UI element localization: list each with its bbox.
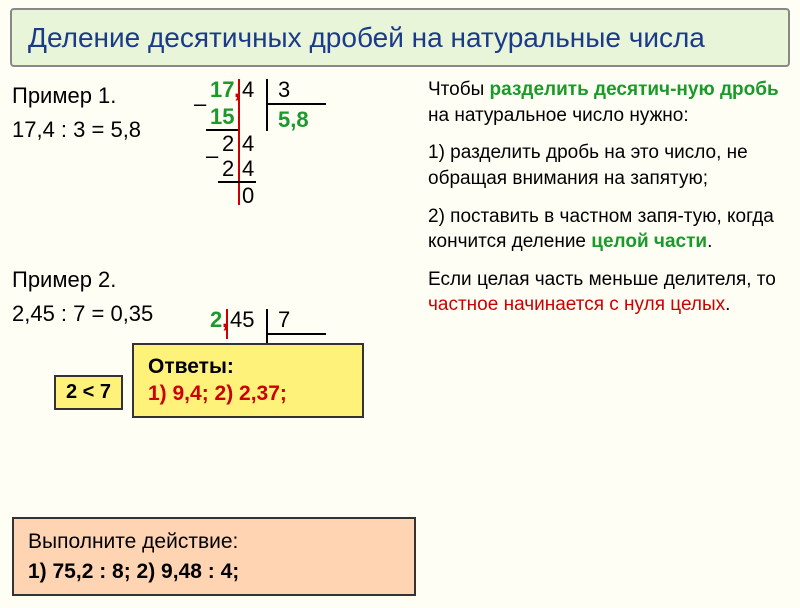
ld1-rem1a: 2 <box>222 131 234 157</box>
ld1-dividend-frac: 4 <box>242 77 254 103</box>
ld1-hline <box>266 103 326 105</box>
rule-3c: . <box>725 294 730 315</box>
ld1-sub2a: 2 <box>222 156 234 182</box>
ld1-rem1b: 4 <box>242 131 254 157</box>
ld1-minus2: – <box>206 143 218 169</box>
ld1-final: 0 <box>242 183 254 209</box>
compare-box: 2 < 7 <box>54 375 123 410</box>
rules-column: Чтобы разделить десятич-ную дробь на нат… <box>428 77 788 335</box>
example2-label: Пример 2. <box>12 267 412 293</box>
ld1-sub1: 15 <box>210 104 234 130</box>
ld2-dividend-frac: 45 <box>230 307 254 333</box>
answers-line: 1) 9,4; 2) 2,37; <box>148 380 348 407</box>
task-box: Выполните действие: 1) 75,2 : 8; 2) 9,48… <box>12 517 416 596</box>
task-title: Выполните действие: <box>28 527 400 556</box>
rule-2c: . <box>707 231 712 252</box>
rule-intro-a: Чтобы <box>428 79 490 100</box>
ld1-divisor: 3 <box>278 77 290 103</box>
answers-title: Ответы: <box>148 353 348 380</box>
rule-3: Если целая часть меньше делителя, то час… <box>428 267 788 318</box>
rule-3b: частное начинается с нуля целых <box>428 294 725 315</box>
ld1-quotient: 5,8 <box>278 107 309 133</box>
answers-box: Ответы: 1) 9,4; 2) 2,37; <box>132 343 364 418</box>
rule-intro-b: разделить десятич-ную дробь <box>490 79 779 100</box>
ld1-minus1: – <box>194 91 206 117</box>
ld1-sub2b: 4 <box>242 156 254 182</box>
page-title: Деление десятичных дробей на натуральные… <box>28 20 772 55</box>
ld1-vline <box>266 79 268 131</box>
task-line: 1) 75,2 : 8; 2) 9,48 : 4; <box>28 557 400 586</box>
longdiv-1: 17 , 4 3 – 15 5,8 2 4 – 2 4 0 <box>200 77 400 227</box>
rule-2b: целой части <box>591 231 707 252</box>
rule-3a: Если целая часть меньше делителя, то <box>428 269 776 290</box>
content-area: Пример 1. 17,4 : 3 = 5,8 17 , 4 3 – 15 5… <box>0 77 800 335</box>
ld2-divisor: 7 <box>278 307 290 333</box>
ld1-red-line <box>238 79 240 205</box>
examples-column: Пример 1. 17,4 : 3 = 5,8 17 , 4 3 – 15 5… <box>12 77 412 335</box>
rule-intro: Чтобы разделить десятич-ную дробь на нат… <box>428 77 788 128</box>
compare-text: 2 < 7 <box>66 381 111 403</box>
ld2-hline <box>266 333 326 335</box>
ld2-dividend-int: 2 <box>210 307 222 333</box>
rule-1: 1) разделить дробь на это число, не обра… <box>428 140 788 191</box>
title-box: Деление десятичных дробей на натуральные… <box>10 8 790 67</box>
ld1-dividend-int: 17 <box>210 77 234 103</box>
rule-2: 2) поставить в частном запя-тую, когда к… <box>428 204 788 255</box>
ld2-red-line <box>226 309 228 339</box>
rule-intro-c: на натуральное число нужно: <box>428 105 689 126</box>
